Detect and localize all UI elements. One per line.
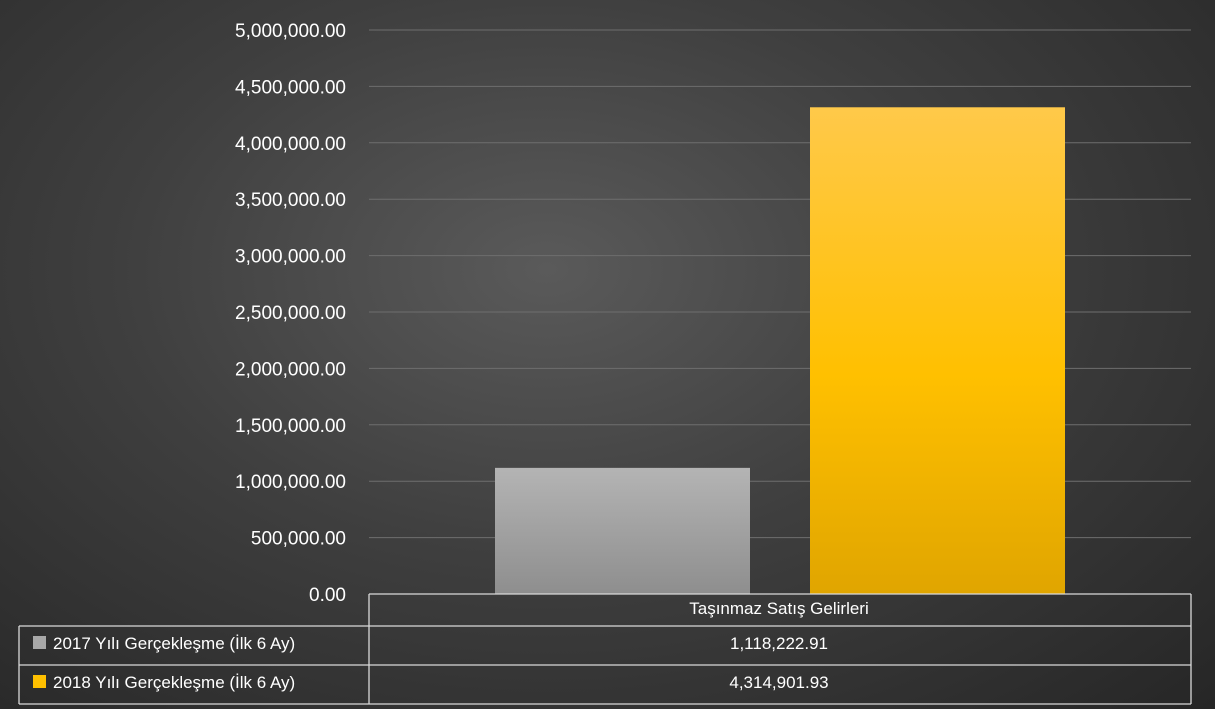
gridlines [369,29,1191,539]
y-tick-label: 2,500,000.00 [235,303,346,324]
bar-2017 [495,467,750,594]
y-tick-label: 0.00 [309,585,346,606]
y-tick-label: 3,000,000.00 [235,247,346,268]
y-tick-label: 5,000,000.00 [235,21,346,42]
y-tick-label: 500,000.00 [251,529,346,550]
y-axis-tick-labels: 0.00 500,000.00 1,000,000.00 1,500,000.00 2,… [235,21,346,606]
bars [495,107,1065,595]
data-table: Taşınmaz Satış Gelirleri 2017 Yılı Gerçe… [18,593,1192,705]
table-value-2017: 1,118,222.91 [730,634,828,653]
bar-2018 [810,107,1065,595]
legend-swatch-2018 [33,675,46,688]
y-tick-label: 1,000,000.00 [235,472,346,493]
legend-label-2018: 2018 Yılı Gerçekleşme (İlk 6 Ay) [53,673,295,692]
table-value-2018: 4,314,901.93 [729,673,828,692]
y-tick-label: 4,000,000.00 [235,134,346,155]
legend-label-2017: 2017 Yılı Gerçekleşme (İlk 6 Ay) [53,634,295,653]
legend-swatch-2017 [33,636,46,649]
y-tick-label: 2,000,000.00 [235,359,346,380]
y-tick-label: 1,500,000.00 [235,416,346,437]
y-tick-label: 4,500,000.00 [235,77,346,98]
category-label: Taşınmaz Satış Gelirleri [689,599,869,618]
y-tick-label: 3,500,000.00 [235,190,346,211]
